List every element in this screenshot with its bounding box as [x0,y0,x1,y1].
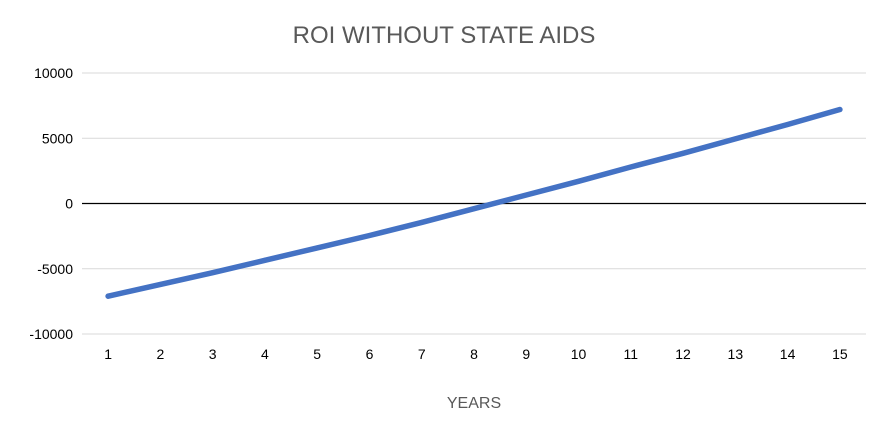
y-tick-label: 0 [65,196,73,212]
x-tick-label: 1 [104,346,112,362]
data-point [157,281,163,287]
data-point [105,293,111,299]
x-tick-label: 15 [832,346,848,362]
data-point [471,206,477,212]
x-tick-label: 13 [728,346,744,362]
data-point [680,150,686,156]
data-point [419,219,425,225]
y-tick-label: 10000 [34,65,73,81]
y-axis-ticks: 10000 5000 0 -5000 -10000 [29,65,73,342]
data-point [732,136,738,142]
data-point [576,178,582,184]
data-point [837,107,843,113]
x-tick-label: 14 [780,346,796,362]
x-tick-label: 7 [418,346,426,362]
data-point [523,192,529,198]
x-tick-label: 8 [470,346,478,362]
y-tick-label: -10000 [29,326,73,342]
data-point [314,245,320,251]
x-axis-ticks: 1 2 3 4 5 6 7 8 9 10 11 12 13 14 15 [104,346,848,362]
x-axis-label: YEARS [447,395,501,412]
chart-title: ROI WITHOUT STATE AIDS [293,22,596,49]
y-tick-label: 5000 [42,130,73,146]
data-point [785,122,791,128]
data-point [628,164,634,170]
x-tick-label: 2 [157,346,165,362]
x-tick-label: 11 [624,346,639,362]
x-tick-label: 3 [209,346,217,362]
y-tick-label: -5000 [37,261,73,277]
series-layer [105,106,843,299]
x-tick-label: 6 [366,346,374,362]
x-tick-label: 12 [675,346,691,362]
series-line [105,106,843,299]
x-tick-label: 5 [313,346,321,362]
x-tick-label: 10 [571,346,587,362]
data-point [262,257,268,263]
data-point [366,232,372,238]
x-tick-label: 4 [261,346,269,362]
data-point [210,270,216,276]
x-tick-label: 9 [522,346,530,362]
gridlines [82,72,866,335]
